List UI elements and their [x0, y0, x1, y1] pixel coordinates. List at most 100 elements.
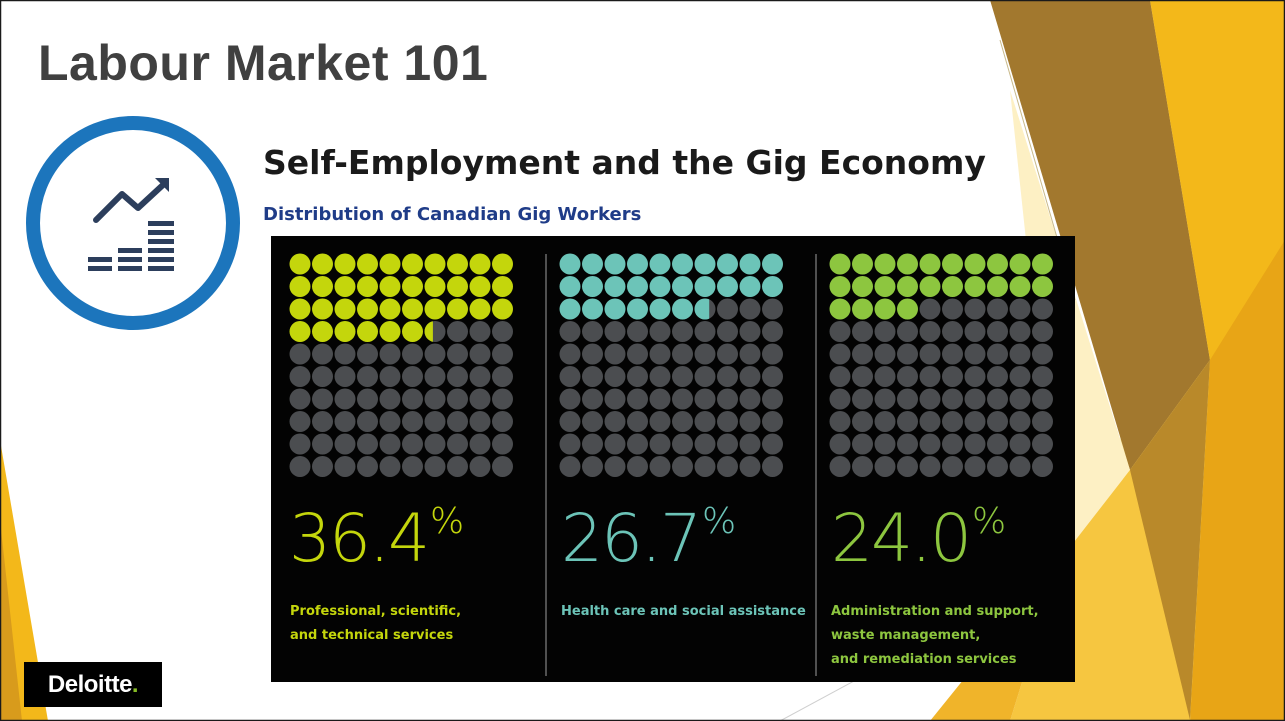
- waffle-dot: [559, 433, 581, 455]
- waffle-dot: [402, 411, 423, 432]
- waffle-dot: [762, 321, 783, 342]
- waffle-dot: [897, 456, 918, 477]
- waffle-dot: [1032, 343, 1053, 365]
- waffle-dot: [604, 253, 626, 275]
- waffle-dot: [874, 456, 896, 477]
- waffle-dot: [582, 298, 603, 320]
- waffle-dot: [334, 298, 356, 320]
- waffle-dot: [424, 388, 446, 410]
- series-1-percent-sign: %: [701, 501, 737, 542]
- series-2-label: Administration and support, waste manage…: [831, 604, 1039, 667]
- waffle-dot: [402, 276, 423, 297]
- waffle-dot: [469, 456, 491, 477]
- waffle-dot: [672, 253, 693, 275]
- waffle-dot: [334, 321, 356, 342]
- waffle-dot: [357, 433, 378, 455]
- waffle-dot: [987, 298, 1008, 320]
- waffle-dot: [604, 456, 626, 477]
- waffle-series-2: [829, 253, 1053, 477]
- waffle-dot: [357, 321, 378, 342]
- waffle-dot: [987, 366, 1008, 387]
- waffle-dot: [627, 321, 648, 342]
- waffle-dot: [424, 411, 446, 432]
- bg-left-gold: [0, 520, 22, 721]
- series-1-value: 26.7%: [561, 504, 736, 572]
- waffle-dot: [717, 411, 738, 432]
- waffle-dot: [762, 276, 783, 297]
- series-0-label: Professional, scientific, and technical …: [290, 604, 462, 643]
- waffle-dot: [1009, 298, 1031, 320]
- waffle-dot: [424, 276, 446, 297]
- waffle-dot: [672, 456, 693, 477]
- waffle-dot: [447, 388, 468, 410]
- waffle-dot: [897, 388, 918, 410]
- waffle-dot: [424, 433, 446, 455]
- waffle-dot: [469, 253, 491, 275]
- waffle-dot: [649, 321, 671, 342]
- waffle-dot: [627, 388, 648, 410]
- waffle-dot: [897, 366, 918, 387]
- waffle-dot: [739, 411, 761, 432]
- waffle-dot: [717, 253, 738, 275]
- waffle-dot: [447, 276, 468, 297]
- waffle-dot: [627, 411, 648, 432]
- waffle-dot-partial: [694, 298, 710, 320]
- waffle-dot: [334, 253, 356, 275]
- waffle-dot: [987, 321, 1008, 342]
- waffle-grids: [289, 253, 1053, 676]
- waffle-dot: [717, 343, 738, 365]
- waffle-dot: [649, 253, 671, 275]
- series-2-value-number: 24.0: [831, 500, 972, 577]
- series-0-percent-sign: %: [429, 501, 465, 542]
- waffle-dot: [942, 411, 963, 432]
- waffle-dot: [829, 366, 851, 387]
- waffle-dot: [424, 366, 446, 387]
- waffle-dot: [604, 433, 626, 455]
- waffle-dot: [627, 456, 648, 477]
- waffle-dot: [987, 433, 1008, 455]
- waffle-dot: [559, 343, 581, 365]
- waffle-dot: [604, 411, 626, 432]
- waffle-dot: [312, 456, 333, 477]
- waffle-dot: [717, 388, 738, 410]
- waffle-dot: [289, 456, 311, 477]
- waffle-dot: [964, 456, 986, 477]
- logo-text: Deloitte: [47, 671, 133, 698]
- waffle-dot: [874, 321, 896, 342]
- waffle-dot: [402, 298, 423, 320]
- waffle-dot: [559, 298, 581, 320]
- growth-chart-icon: [24, 114, 242, 332]
- waffle-dot: [739, 388, 761, 410]
- waffle-dot: [964, 411, 986, 432]
- waffle-dot: [919, 321, 941, 342]
- waffle-dot: [942, 253, 963, 275]
- waffle-dot: [852, 366, 873, 387]
- waffle-dot: [942, 388, 963, 410]
- waffle-dot: [1032, 433, 1053, 455]
- waffle-dot: [829, 433, 851, 455]
- waffle-dot: [469, 433, 491, 455]
- waffle-dot: [829, 411, 851, 432]
- waffle-dot: [559, 411, 581, 432]
- waffle-dot: [357, 276, 378, 297]
- waffle-dot: [334, 366, 356, 387]
- waffle-dot: [919, 253, 941, 275]
- waffle-dot: [649, 276, 671, 297]
- gig-workers-infographic: 36.4% 26.7% 24.0% Professional, scientif…: [271, 236, 1075, 682]
- waffle-dot: [469, 343, 491, 365]
- waffle-dot: [289, 298, 311, 320]
- waffle-series-1: [559, 253, 783, 477]
- waffle-dot: [559, 321, 581, 342]
- waffle-dot: [402, 321, 423, 342]
- waffle-dot: [672, 388, 693, 410]
- waffle-dot: [604, 276, 626, 297]
- waffle-dot: [874, 366, 896, 387]
- waffle-dot: [379, 366, 401, 387]
- waffle-dot: [919, 411, 941, 432]
- chart-heading: Distribution of Canadian Gig Workers: [263, 204, 642, 225]
- waffle-dot: [357, 411, 378, 432]
- waffle-dot: [717, 298, 738, 320]
- waffle-dot: [1009, 321, 1031, 342]
- waffle-dot: [604, 388, 626, 410]
